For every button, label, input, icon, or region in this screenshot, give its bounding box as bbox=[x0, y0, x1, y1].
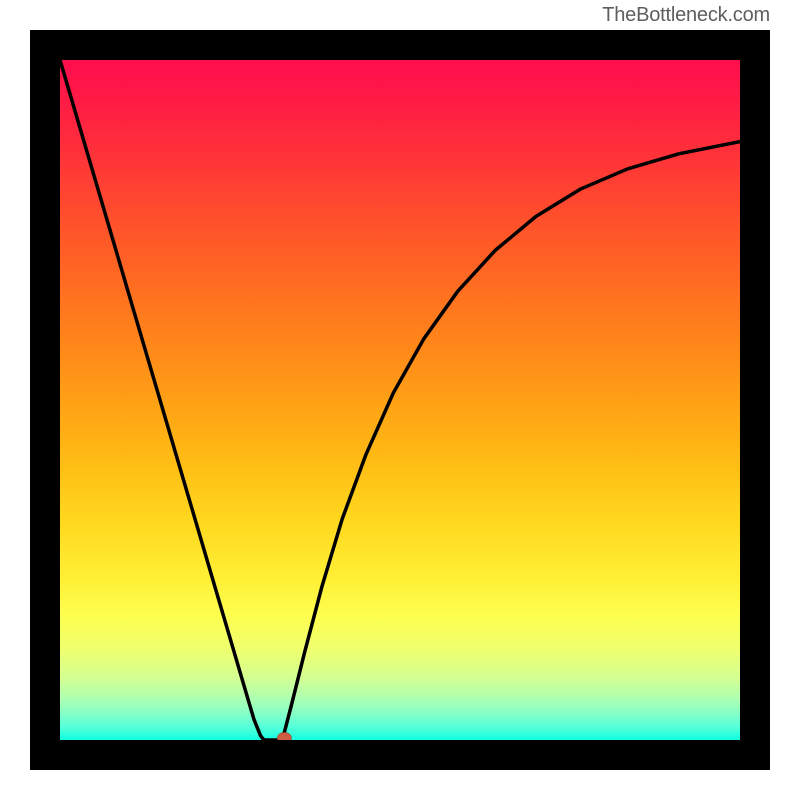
chart-svg bbox=[0, 0, 800, 800]
plot-background bbox=[60, 60, 740, 740]
bottleneck-chart: TheBottleneck.com bbox=[0, 0, 800, 800]
watermark-text: TheBottleneck.com bbox=[602, 4, 770, 27]
